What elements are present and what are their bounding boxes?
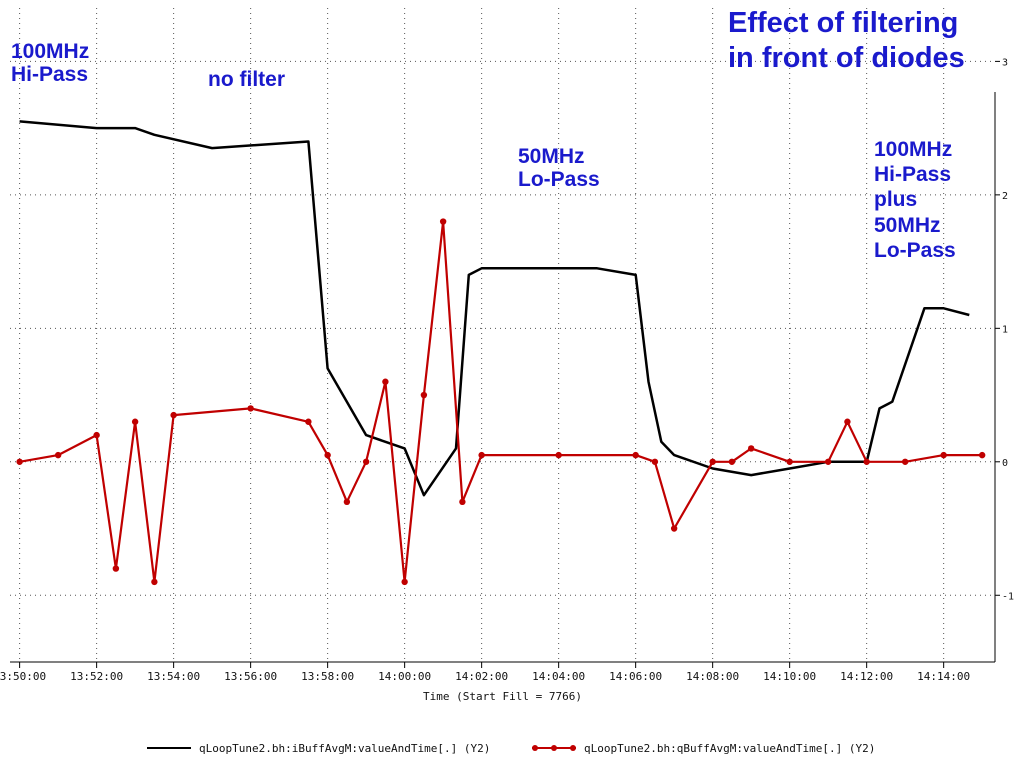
- data-point-q: [844, 418, 851, 425]
- annotation-50mhz-lopass: 50MHz Lo-Pass: [518, 145, 600, 192]
- data-point-q: [362, 458, 370, 465]
- data-point-q: [305, 418, 312, 425]
- data-point-q: [824, 458, 832, 465]
- data-point-q: [670, 525, 678, 532]
- data-point-q: [439, 218, 447, 225]
- y2-tick-label: 1: [1002, 324, 1008, 335]
- data-point-q: [555, 451, 562, 459]
- x-tick-label: 13:58:00: [301, 670, 354, 683]
- y2-tick-label: -1: [1002, 591, 1014, 602]
- data-point-q: [382, 378, 389, 385]
- y2-tick-label: 2: [1002, 191, 1008, 202]
- x-tick-label: 14:04:00: [532, 670, 585, 683]
- x-tick-label: 14:00:00: [378, 670, 431, 683]
- annotation-combined-filter: 100MHz Hi-Pass plus 50MHz Lo-Pass: [874, 138, 956, 262]
- data-point-q: [709, 458, 716, 465]
- data-point-q: [786, 458, 793, 465]
- x-tick-label: 14:10:00: [763, 670, 816, 683]
- y2-tick-label: 0: [1002, 458, 1008, 469]
- legend-item-q: qLoopTune2.bh:qBuffAvgM:valueAndTime[.] …: [532, 737, 875, 759]
- x-tick-label: 14:06:00: [609, 670, 662, 683]
- x-tick-label: 14:02:00: [455, 670, 508, 683]
- data-point-q: [632, 451, 639, 459]
- x-axis-label: Time (Start Fill = 7766): [423, 690, 582, 703]
- x-tick-label: 14:12:00: [840, 670, 893, 683]
- x-tick-label: 13:52:00: [70, 670, 123, 683]
- annotation-100mhz-hipass: 100MHz Hi-Pass: [11, 40, 90, 87]
- chart-annotation-title: Effect of filtering in front of diodes: [728, 7, 965, 74]
- legend-swatch-q: [532, 745, 576, 751]
- data-point-q: [343, 498, 351, 506]
- data-point-q: [651, 458, 659, 465]
- data-point-q: [54, 451, 62, 459]
- data-point-q: [131, 418, 139, 425]
- legend-marker-q-3: [570, 745, 576, 751]
- data-point-q: [747, 445, 755, 452]
- data-point-q: [459, 498, 466, 506]
- legend-marker-q-1: [532, 745, 538, 751]
- axes: 13:50:00 13:52:00 13:54:00 13:56:00 13:58:00…: [0, 57, 1014, 703]
- data-point-q: [16, 458, 23, 465]
- series-line-i: [19, 120, 970, 497]
- data-point-q: [401, 578, 408, 586]
- data-point-q: [978, 451, 986, 459]
- legend-swatch-i: [147, 747, 191, 749]
- legend-label-i: qLoopTune2.bh:iBuffAvgM:valueAndTime[.] …: [199, 741, 491, 755]
- series-line-q: [19, 220, 983, 584]
- data-point-q: [324, 451, 331, 459]
- data-point-q: [940, 451, 947, 459]
- legend-label-q: qLoopTune2.bh:qBuffAvgM:valueAndTime[.] …: [584, 741, 876, 755]
- x-tick-label: 14:08:00: [686, 670, 739, 683]
- data-point-q: [93, 431, 100, 439]
- grid: [10, 8, 995, 662]
- data-point-q: [247, 405, 254, 412]
- x-tick-label: 13:50:00: [0, 670, 46, 683]
- data-point-q: [863, 458, 870, 465]
- data-point-q: [728, 458, 736, 465]
- x-tick-label: 13:56:00: [224, 670, 277, 683]
- annotation-no-filter: no filter: [208, 68, 285, 91]
- data-point-q: [151, 578, 158, 586]
- series-layer: [16, 120, 986, 586]
- x-tick-label: 14:14:00: [917, 670, 970, 683]
- data-point-q: [112, 565, 120, 572]
- x-tick-label: 13:54:00: [147, 670, 200, 683]
- data-point-q: [420, 391, 428, 399]
- data-point-q: [170, 411, 177, 419]
- data-point-q: [478, 451, 485, 459]
- legend-item-i: qLoopTune2.bh:iBuffAvgM:valueAndTime[.] …: [147, 737, 490, 759]
- y2-tick-label: 3: [1002, 57, 1008, 68]
- data-point-q: [901, 458, 909, 465]
- legend-marker-q-2: [551, 745, 557, 751]
